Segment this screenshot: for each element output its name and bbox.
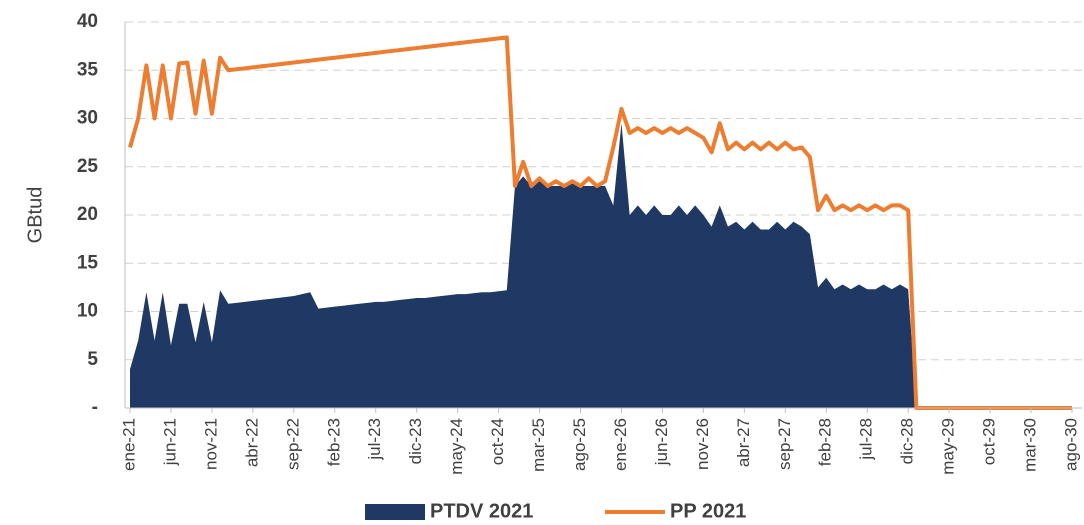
x-tick-label: oct-29 [980, 418, 999, 465]
x-tick-label: ago-30 [1061, 418, 1080, 471]
x-tick-label: jun-21 [160, 418, 179, 466]
legend-swatch [365, 504, 425, 520]
x-tick-label: ago-25 [570, 418, 589, 471]
x-tick-label: ene-21 [119, 418, 138, 471]
x-tick-label: nov-26 [693, 418, 712, 470]
x-tick-label: jul-23 [365, 418, 384, 461]
y-axis-label: GBtud [24, 187, 46, 244]
x-tick-label: nov-21 [201, 418, 220, 470]
y-tick-label: 40 [77, 11, 98, 32]
x-tick-label: jun-26 [652, 418, 671, 466]
legend-label: PP 2021 [670, 500, 746, 522]
x-tick-label: dic-23 [406, 418, 425, 464]
x-tick-label: may-24 [447, 418, 466, 475]
x-tick-label: feb-23 [324, 418, 343, 466]
x-tick-label: mar-25 [529, 418, 548, 472]
x-tick-label: dic-28 [898, 418, 917, 464]
x-tick-label: ene-26 [611, 418, 630, 471]
y-tick-label: 20 [77, 204, 98, 225]
x-tick-label: sep-22 [283, 418, 302, 470]
x-tick-label: mar-30 [1021, 418, 1040, 472]
y-tick-label: - [92, 397, 98, 418]
x-tick-label: jul-28 [857, 418, 876, 461]
x-tick-label: feb-28 [816, 418, 835, 466]
area [130, 123, 1072, 408]
y-tick-label: 25 [77, 156, 99, 177]
y-tick-label: 30 [77, 108, 98, 129]
line [128, 35, 1072, 410]
x-tick-label: may-29 [939, 418, 958, 475]
y-tick-label: 5 [87, 349, 98, 370]
legend-label: PTDV 2021 [430, 500, 533, 522]
x-tick-label: sep-27 [775, 418, 794, 470]
x-tick-label: oct-24 [488, 418, 507, 465]
y-tick-label: 10 [77, 301, 98, 322]
y-tick-label: 15 [77, 252, 99, 273]
x-tick-label: abr-27 [734, 418, 753, 467]
y-tick-label: 35 [77, 59, 99, 80]
x-tick-label: abr-22 [242, 418, 261, 467]
